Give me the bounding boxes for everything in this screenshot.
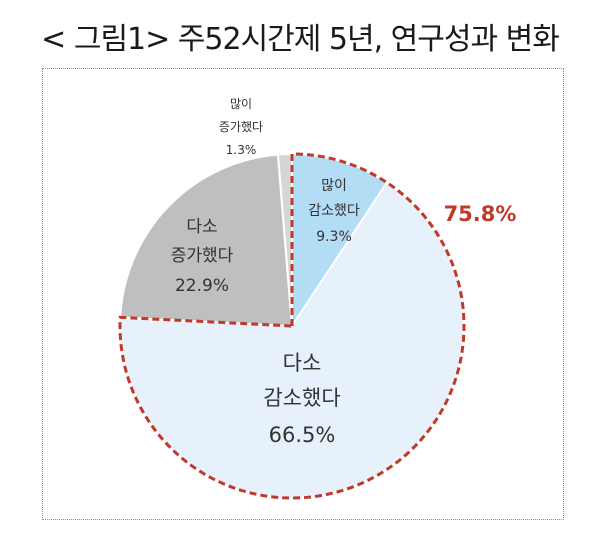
slice-label-3-line2: 증가했다 — [219, 120, 263, 134]
slice-label-0-line2: 감소했다 — [308, 203, 360, 219]
pie-slice-2 — [119, 153, 294, 328]
slice-value-2: 22.9% — [175, 276, 229, 296]
slice-label-3: 많이 증가했다 1.3% — [219, 97, 263, 157]
slice-value-1: 66.5% — [269, 423, 336, 447]
highlight-total-label: 75.8% — [444, 202, 517, 226]
page-title: < 그림1> 주52시간제 5년, 연구성과 변화 — [41, 22, 560, 57]
slice-label-1: 다소 감소했다 66.5% — [263, 351, 340, 447]
slice-label-3-line1: 많이 — [230, 97, 252, 111]
slice-label-0: 많이 감소했다 9.3% — [308, 178, 360, 245]
chart-frame — [42, 68, 564, 520]
slice-label-1-line2: 감소했다 — [263, 386, 340, 410]
slice-label-2-line2: 증가했다 — [171, 246, 234, 266]
slice-value-0: 9.3% — [316, 229, 352, 245]
slice-label-2-line1: 다소 — [186, 217, 217, 237]
slice-label-2: 다소 증가했다 22.9% — [171, 217, 234, 296]
pie-slices — [119, 152, 465, 499]
slice-label-1-line1: 다소 — [283, 351, 322, 375]
slice-label-0-line1: 많이 — [321, 178, 347, 194]
slice-value-3: 1.3% — [226, 143, 257, 157]
